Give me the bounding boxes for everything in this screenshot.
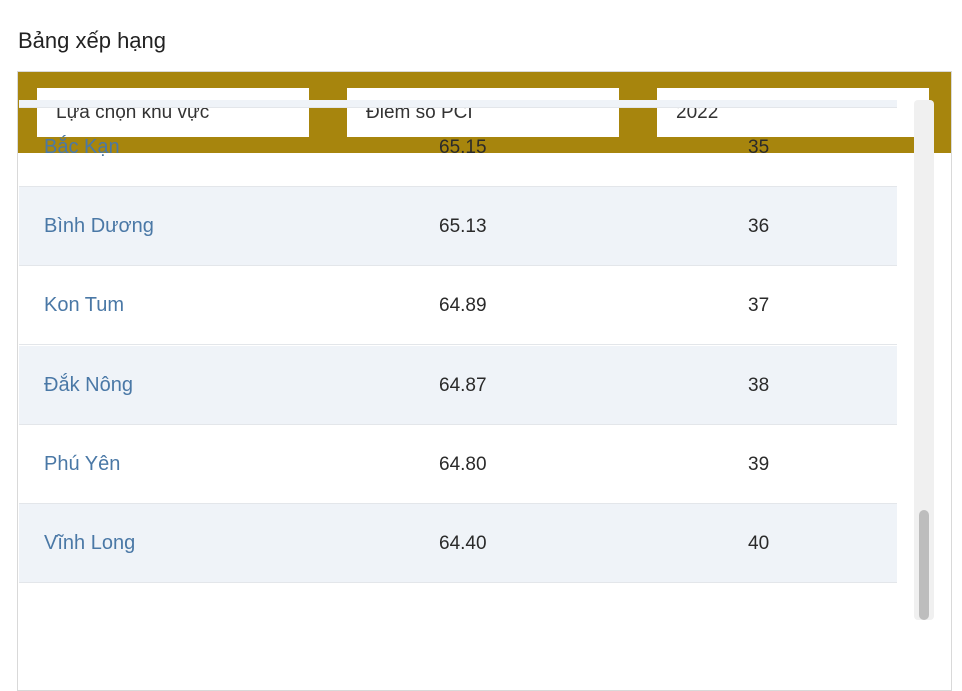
rank-cell: 37	[748, 295, 770, 316]
score-cell: 64.87	[439, 375, 487, 396]
score-cell: 64.80	[439, 454, 487, 475]
table-row: Phú Yên 64.80 39	[19, 425, 897, 504]
region-link[interactable]: Kon Tum	[44, 294, 125, 316]
table-row: Đắk Nông 64.87 38	[19, 346, 897, 425]
region-link[interactable]: Vĩnh Long	[44, 532, 136, 554]
page-title: Bảng xếp hạng	[18, 28, 167, 53]
rank-cell: 40	[748, 533, 770, 554]
region-link[interactable]: Bình Dương	[44, 215, 154, 237]
scrollbar-track[interactable]	[914, 100, 934, 620]
table-row-partial	[19, 100, 897, 108]
metric-select[interactable]: Điểm số PCI	[347, 88, 619, 137]
region-link[interactable]: Bắc Kạn	[44, 136, 120, 158]
scrollbar-thumb[interactable]	[919, 510, 929, 620]
table-row: Vĩnh Long 64.40 40	[19, 504, 897, 583]
score-cell: 64.89	[439, 295, 487, 316]
table-row: Kon Tum 64.89 37	[19, 266, 897, 345]
score-cell: 65.13	[439, 216, 487, 237]
score-cell: 64.40	[439, 533, 487, 554]
score-cell: 65.15	[439, 137, 487, 158]
table-row: Bắc Kạn 65.15 35	[19, 108, 897, 187]
rank-cell: 35	[748, 137, 770, 158]
ranking-table[interactable]: Bắc Kạn 65.15 35 Bình Dương 65.13 36 Kon…	[19, 100, 897, 620]
rank-cell: 39	[748, 454, 770, 475]
table-row: Bình Dương 65.13 36	[19, 187, 897, 266]
region-link[interactable]: Đắk Nông	[44, 374, 133, 396]
region-link[interactable]: Phú Yên	[44, 453, 121, 475]
rank-cell: 38	[748, 375, 770, 396]
rank-cell: 36	[748, 216, 770, 237]
